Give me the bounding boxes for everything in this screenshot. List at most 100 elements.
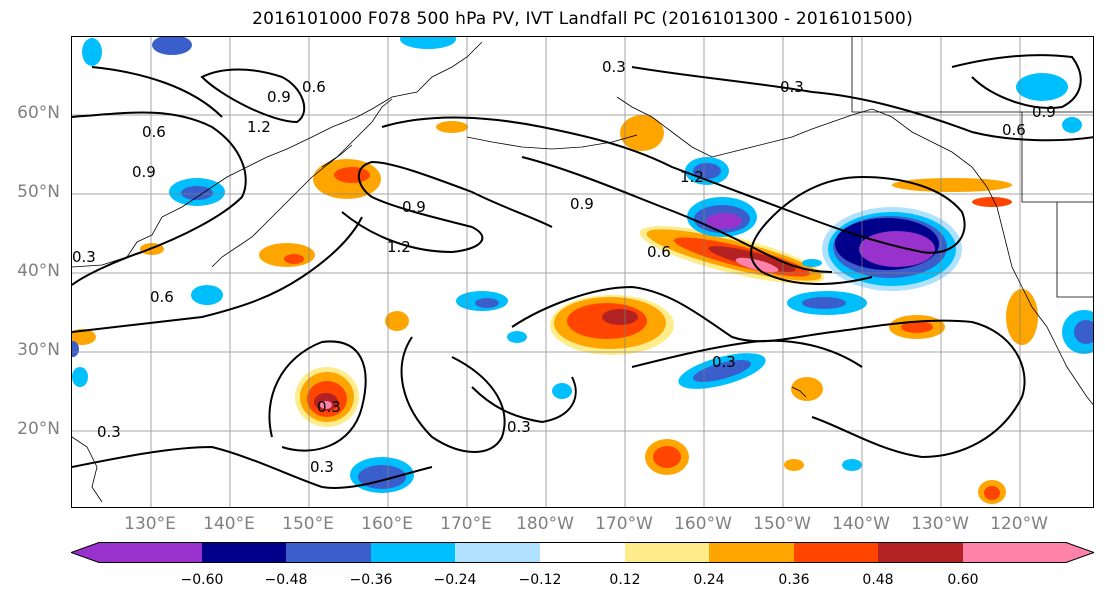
colorbar-segment [286, 542, 371, 563]
contour-label: 1.2 [247, 118, 271, 136]
colorbar-tick: −0.12 [518, 572, 562, 588]
colorbar-segment [625, 542, 709, 563]
lon-label-160e: 160°E [361, 514, 413, 534]
colorbar-segment [71, 542, 202, 563]
colorbar-segment [794, 542, 878, 563]
contour-labels: 0.3 0.3 0.3 0.3 0.3 0.3 0.3 0.3 0.6 0.6 … [72, 58, 1056, 476]
aleutians [466, 134, 638, 150]
colorbar-segment [878, 542, 963, 563]
asia-coast [72, 41, 483, 268]
colorbar-segment [202, 542, 286, 563]
shade-negative [475, 298, 499, 308]
shade-positive [259, 243, 315, 267]
shade-positive [436, 121, 468, 133]
japan-coast [211, 176, 313, 268]
contour-line [72, 216, 363, 333]
colorbar-segment [540, 542, 625, 563]
shade-negative [693, 163, 721, 179]
shade-negative [82, 38, 102, 66]
pv-shading [72, 37, 1093, 504]
contour-label: 0.3 [780, 78, 804, 96]
contour-label: 0.9 [1032, 103, 1056, 121]
shade-negative [859, 231, 935, 267]
shade-negative [706, 213, 742, 229]
contour-label: 0.3 [507, 418, 531, 436]
map-panel[interactable]: 0.3 0.3 0.3 0.3 0.3 0.3 0.3 0.3 0.6 0.6 … [71, 36, 1094, 508]
shade-positive [1006, 289, 1038, 345]
contour-line [72, 445, 433, 489]
shade-negative [181, 186, 213, 200]
lon-label-130e: 130°E [124, 514, 176, 534]
shade-positive [735, 257, 779, 273]
contour-label: 0.3 [97, 423, 121, 441]
kamchatka-coast [321, 98, 393, 168]
contour-label: 1.2 [387, 238, 411, 256]
shade-positive [320, 401, 332, 409]
colorbar-tick: 0.60 [947, 572, 979, 588]
contour-line [951, 54, 1082, 109]
contour-label: 0.3 [712, 353, 736, 371]
lon-label-150e: 150°E [282, 514, 334, 534]
shade-positive [984, 486, 1000, 500]
shade-positive [385, 311, 409, 331]
lon-label-140w: 140°W [832, 514, 890, 534]
contour-line [631, 66, 1093, 142]
lat-label-40n: 40°N [17, 261, 60, 281]
shade-positive [901, 321, 933, 333]
shade-positive [334, 167, 370, 183]
shade-positive [972, 197, 1012, 207]
contour-line [91, 66, 223, 118]
shade-positive [784, 459, 804, 471]
lat-label-50n: 50°N [17, 182, 60, 202]
shade-negative [1062, 117, 1082, 133]
shade-negative [400, 37, 456, 49]
lat-label-30n: 30°N [17, 340, 60, 360]
kurils [311, 144, 353, 178]
contour-label: 0.9 [402, 198, 426, 216]
graticule [72, 37, 1093, 507]
shade-negative [507, 331, 527, 343]
colorbar-segment [371, 542, 455, 563]
shade-negative [72, 341, 79, 357]
shade-negative [1016, 73, 1068, 101]
contour-label: 0.9 [267, 88, 291, 106]
lon-label-120w: 120°W [990, 514, 1048, 534]
contour-line [511, 285, 1026, 459]
shade-negative [692, 360, 752, 382]
colorbar-tick: −0.48 [264, 572, 308, 588]
hawaii [791, 386, 807, 398]
contour-line [381, 116, 966, 285]
shade-negative [72, 367, 88, 387]
colorbar-tick: 0.36 [778, 572, 810, 588]
shade-positive [892, 178, 1012, 192]
contour-label: 0.6 [150, 288, 174, 306]
contour-label: 0.3 [602, 58, 626, 76]
contour-label: 0.6 [1002, 121, 1026, 139]
na-west-coast [996, 206, 1093, 406]
contour-line [200, 68, 306, 124]
shade-positive [653, 446, 681, 468]
contour-label: 1.2 [680, 168, 704, 186]
contour-label: 0.6 [142, 123, 166, 141]
na-borders [851, 37, 1093, 298]
shade-negative [802, 259, 822, 267]
lon-label-170e: 170°E [440, 514, 492, 534]
coastlines [72, 37, 1093, 503]
contour-line [72, 111, 247, 286]
colorbar-tick: −0.36 [349, 572, 393, 588]
ivt-contours [72, 54, 1093, 489]
contour-label: 0.6 [647, 243, 671, 261]
shade-negative [1074, 320, 1093, 344]
contour-label: 0.6 [302, 78, 326, 96]
shade-negative [152, 37, 192, 55]
shade-negative [191, 285, 223, 305]
contour-line [471, 376, 577, 424]
lon-label-170w: 170°W [595, 514, 653, 534]
shade-negative [842, 459, 862, 471]
colorbar-tick: 0.24 [693, 572, 725, 588]
contour-line [268, 340, 367, 452]
colorbar-segment [963, 542, 1094, 563]
contour-label: 0.9 [132, 163, 156, 181]
colorbar-tick: 0.48 [862, 572, 894, 588]
contour-line [341, 160, 553, 254]
